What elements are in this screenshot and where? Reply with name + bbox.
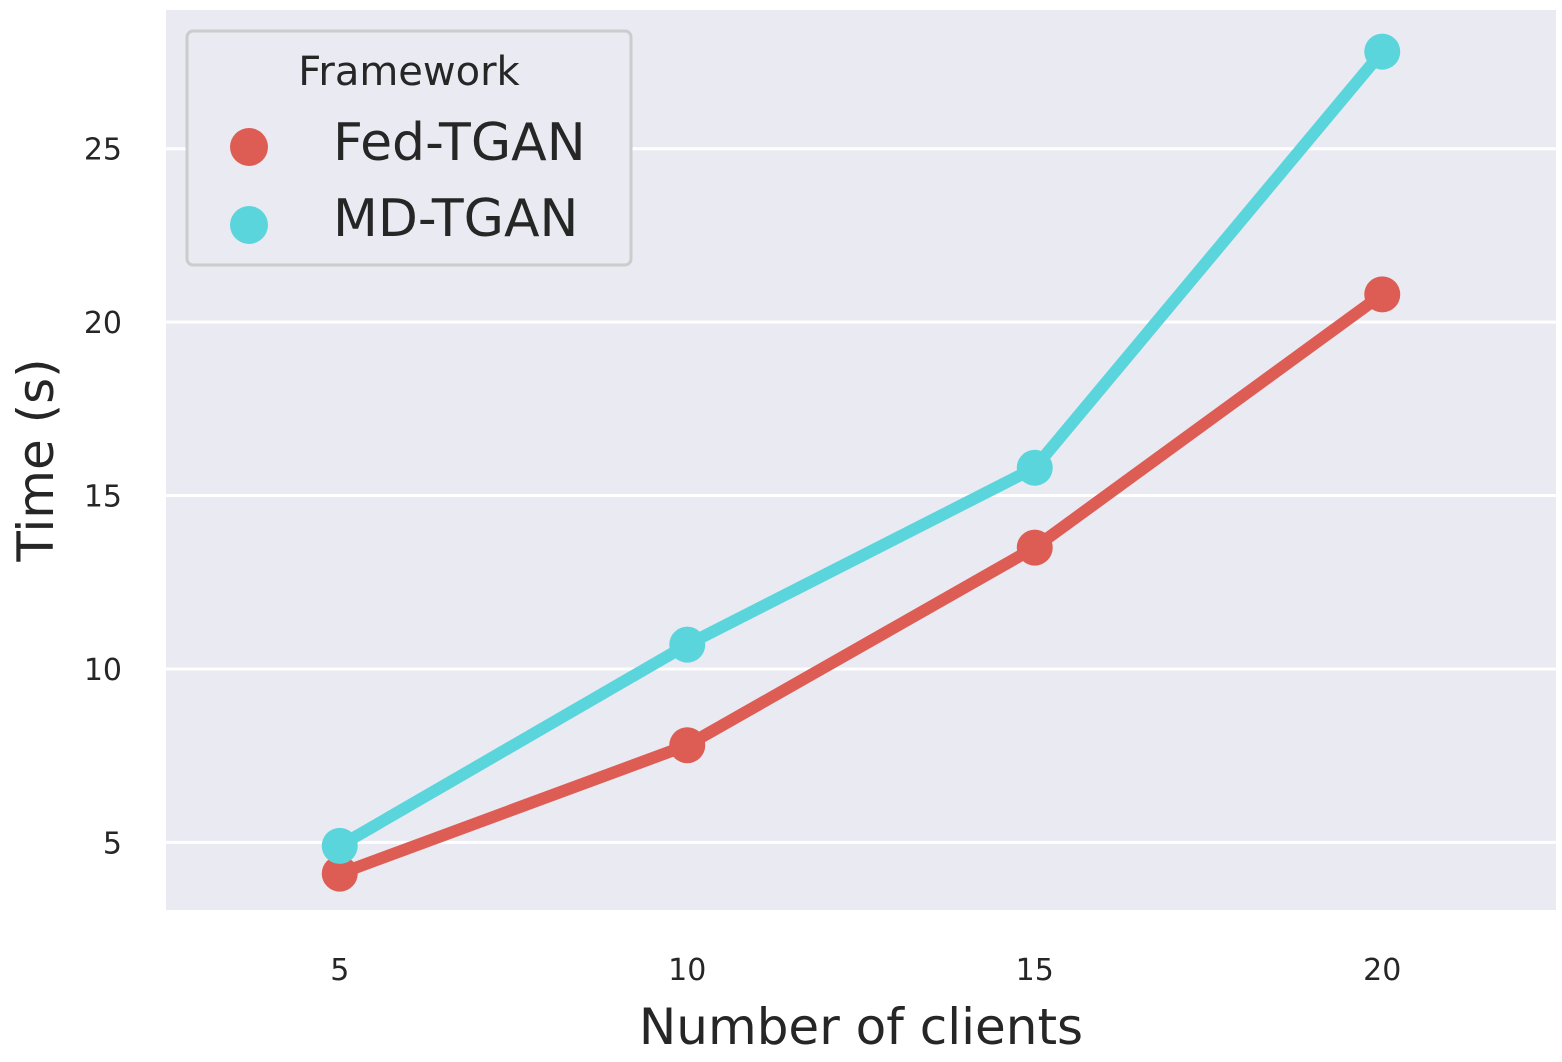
x-tick-label-20: 20 (1363, 953, 1401, 988)
data-point-md-tgan-20 (1364, 33, 1401, 70)
x-tick-labels: 5 10 15 20 (330, 953, 1401, 988)
y-axis-title: Time (s) (7, 358, 65, 562)
y-tick-label-25: 25 (84, 133, 122, 168)
x-tick-label-10: 10 (668, 953, 706, 988)
x-axis-title: Number of clients (639, 998, 1083, 1056)
legend-title: Framework (298, 49, 520, 95)
series-line-md-tgan (333, 45, 1389, 852)
series-line-fed-tgan (333, 288, 1389, 880)
x-tick-label-15: 15 (1016, 953, 1054, 988)
legend-box (185, 29, 633, 267)
y-tick-label-15: 15 (84, 480, 122, 515)
y-tick-labels: 5 10 15 20 25 (84, 133, 122, 862)
series-lines (321, 33, 1401, 892)
data-point-md-tgan-15 (1016, 449, 1053, 486)
data-point-md-tgan-10 (669, 626, 706, 663)
data-point-fed-tgan-20 (1364, 276, 1401, 313)
data-point-fed-tgan-15 (1016, 529, 1053, 566)
data-point-md-tgan-5 (321, 827, 358, 864)
legend-label-fed-tgan: Fed-TGAN (333, 113, 586, 173)
data-point-fed-tgan-5 (321, 855, 358, 892)
legend-label-md-tgan: MD-TGAN (333, 189, 578, 249)
legend-marker-fed-tgan (230, 128, 268, 166)
y-tick-label-5: 5 (103, 826, 122, 861)
y-tick-label-10: 10 (84, 653, 122, 688)
x-tick-label-5: 5 (330, 953, 349, 988)
legend: Framework Fed-TGAN MD-TGAN (185, 29, 633, 267)
legend-marker-md-tgan (230, 206, 268, 244)
grid-lines (166, 147, 1556, 844)
y-tick-label-20: 20 (84, 306, 122, 341)
data-point-fed-tgan-10 (669, 727, 706, 764)
